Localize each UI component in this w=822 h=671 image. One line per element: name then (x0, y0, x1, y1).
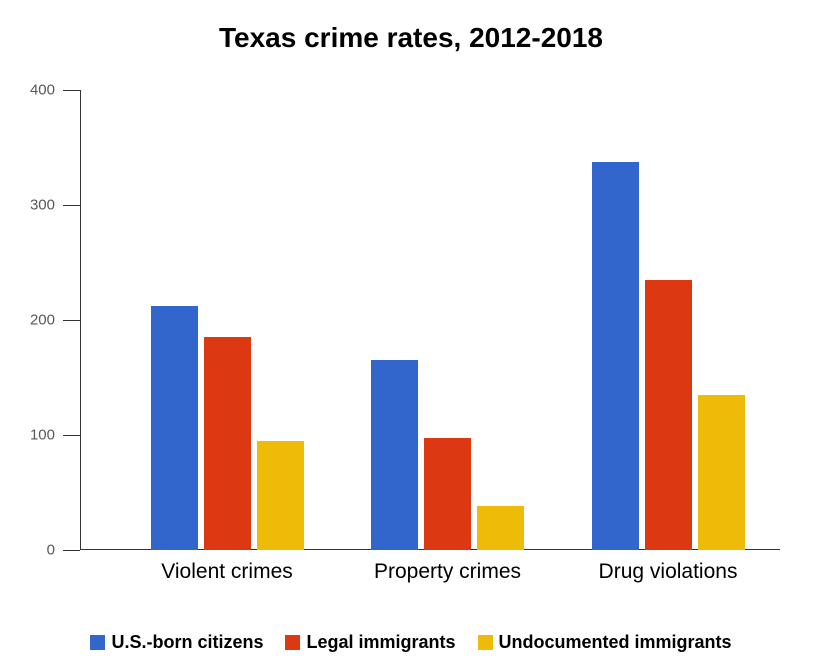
bar (424, 438, 471, 550)
legend-item: Legal immigrants (285, 632, 455, 653)
legend: U.S.-born citizens Legal immigrants Undocu… (0, 632, 822, 653)
legend-label: U.S.-born citizens (111, 632, 263, 653)
y-tick-label: 0 (47, 542, 55, 559)
category-label: Violent crimes (161, 560, 293, 584)
legend-swatch (478, 635, 493, 650)
y-tick-mark (63, 435, 80, 436)
y-tick-label: 300 (30, 197, 55, 214)
chart-container: Texas crime rates, 2012-2018 01002003004… (0, 0, 822, 671)
y-tick-mark (63, 90, 80, 91)
chart-title: Texas crime rates, 2012-2018 (0, 22, 822, 54)
legend-label: Undocumented immigrants (499, 632, 732, 653)
plot-area: 0100200300400 Violent crimesProperty cri… (80, 90, 780, 550)
category-label: Drug violations (599, 560, 738, 584)
legend-label: Legal immigrants (306, 632, 455, 653)
bars-group (80, 90, 780, 550)
legend-swatch (285, 635, 300, 650)
bar (698, 395, 745, 550)
legend-swatch (90, 635, 105, 650)
bar (645, 280, 692, 550)
y-tick-label: 200 (30, 312, 55, 329)
bar (371, 360, 418, 550)
bar (257, 441, 304, 550)
bar (477, 506, 524, 550)
bar (204, 337, 251, 550)
y-tick-mark (63, 320, 80, 321)
legend-item: U.S.-born citizens (90, 632, 263, 653)
y-tick-label: 100 (30, 427, 55, 444)
y-tick-label: 400 (30, 82, 55, 99)
bar (592, 162, 639, 550)
category-label: Property crimes (374, 560, 521, 584)
legend-item: Undocumented immigrants (478, 632, 732, 653)
bar (151, 306, 198, 550)
y-tick-mark (63, 550, 80, 551)
y-tick-mark (63, 205, 80, 206)
